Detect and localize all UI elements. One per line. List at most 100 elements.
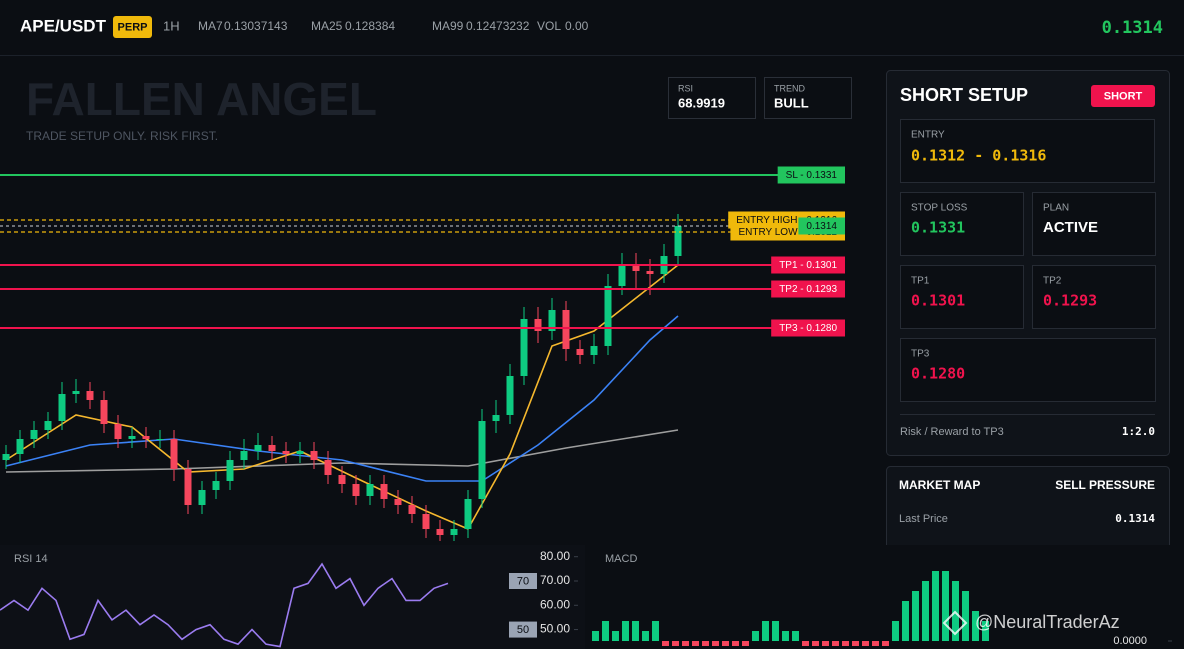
macd-bar	[612, 631, 619, 641]
macd-bar	[852, 641, 859, 646]
candle-body	[142, 436, 150, 439]
macd-bar	[842, 641, 849, 646]
market-map-title: MARKET MAP	[899, 478, 980, 492]
candle-body	[226, 460, 234, 481]
entry-value: 0.1312 - 0.1316	[911, 147, 1046, 165]
macd-bar	[972, 611, 979, 641]
macd-bar	[952, 581, 959, 641]
indicator-label: MA25	[311, 19, 343, 33]
level-label: TP3 - 0.1280	[779, 323, 837, 334]
rsi-tick-label: 50.00	[540, 622, 570, 636]
candle-body	[590, 346, 598, 355]
candle-body	[86, 391, 94, 400]
candle-body	[296, 451, 304, 454]
setup-cell	[900, 338, 1156, 402]
market-row-value: 0.1314	[1115, 512, 1155, 525]
rsi-tick-label: 80.00	[540, 549, 570, 563]
candle-body	[2, 454, 10, 460]
setup-cell-value: 0.1301	[911, 292, 965, 310]
setup-cell	[1032, 192, 1156, 256]
candle-body	[464, 499, 472, 529]
level-label: ENTRY HIGH - 0.1316	[736, 215, 837, 226]
current-price-label-bg	[798, 217, 845, 235]
level-label: TP1 - 0.1301	[779, 260, 837, 271]
indicator-value: 0.13037143	[224, 19, 288, 33]
current-price-label: 0.1314	[806, 221, 837, 232]
macd-bar	[602, 621, 609, 641]
stat-value: BULL	[774, 95, 809, 110]
candle-body	[674, 226, 682, 256]
macd-bar	[792, 631, 799, 641]
setup-cell	[900, 265, 1024, 329]
candle-body	[184, 469, 192, 505]
setup-title: SHORT SETUP	[900, 85, 1028, 105]
candle-body	[520, 319, 528, 376]
macd-bar	[962, 591, 969, 641]
candle-body	[380, 484, 388, 499]
candle-body	[156, 439, 164, 440]
level-label-bg	[771, 319, 845, 337]
entry-label: ENTRY	[911, 130, 945, 141]
candle-body	[170, 439, 178, 469]
macd-bar	[942, 571, 949, 641]
setup-cell-value: 0.1280	[911, 365, 965, 383]
stat-box	[764, 77, 852, 119]
candle-body	[16, 439, 24, 454]
candle-body	[282, 451, 290, 454]
macd-bar	[732, 641, 739, 646]
macd-bar	[902, 601, 909, 641]
macd-bar	[712, 641, 719, 646]
macd-bar	[692, 641, 699, 646]
candle-body	[128, 436, 136, 439]
candle-body	[58, 394, 66, 421]
level-label-bg	[771, 280, 845, 298]
candle-body	[408, 505, 416, 514]
rsi-title: RSI 14	[14, 553, 48, 565]
macd-bar	[762, 621, 769, 641]
indicator-label: MA7	[198, 19, 223, 33]
macd-bar	[822, 641, 829, 646]
candle-body	[72, 391, 80, 394]
moving-average	[5, 264, 679, 531]
macd-bar	[652, 621, 659, 641]
candle-body	[492, 415, 500, 421]
indicator-value: 0.128384	[345, 19, 395, 33]
candle-body	[436, 529, 444, 535]
macd-bar	[802, 641, 809, 646]
rr-label: Risk / Reward to TP3	[900, 426, 1004, 438]
macd-bar	[872, 641, 879, 646]
rsi-line	[0, 562, 449, 648]
candle-body	[394, 499, 402, 505]
macd-bar	[632, 621, 639, 641]
candle-body	[352, 484, 360, 496]
macd-bar	[932, 571, 939, 641]
macd-bar	[752, 631, 759, 641]
level-label: TP2 - 0.1293	[779, 284, 837, 295]
candle-body	[114, 424, 122, 439]
candle-body	[534, 319, 542, 331]
entry-box	[900, 119, 1155, 183]
candle-body	[198, 490, 206, 505]
candle-body	[618, 265, 626, 286]
stat-label: RSI	[678, 83, 693, 93]
macd-bar	[592, 631, 599, 641]
last-price: 0.1314	[1102, 18, 1163, 38]
candle-body	[338, 475, 346, 484]
macd-bar	[882, 641, 889, 646]
candle-body	[240, 451, 248, 460]
level-label: SL - 0.1331	[786, 170, 838, 181]
rsi-tick-label: 70.00	[540, 573, 570, 587]
rsi-band-tag: 50	[517, 624, 529, 636]
candle-body	[44, 421, 52, 430]
candle-body	[212, 481, 220, 490]
setup-cell-value: 0.1331	[911, 219, 965, 237]
candle-body	[646, 271, 654, 274]
level-label: ENTRY LOW - 0.1312	[738, 227, 837, 238]
macd-bar	[722, 641, 729, 646]
interval[interactable]: 1H	[163, 18, 180, 33]
rsi-band-tag: 70	[517, 575, 529, 587]
macd-bar	[892, 621, 899, 641]
indicator-value: 0.00	[565, 19, 589, 33]
macd-bar	[622, 621, 629, 641]
macd-bar	[922, 581, 929, 641]
